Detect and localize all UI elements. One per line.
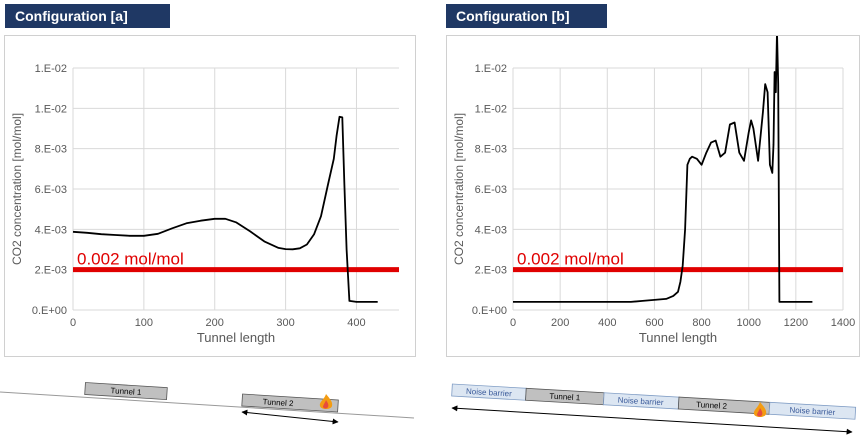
x-tick-label: 1000 [736, 317, 760, 329]
x-tick-label: 0 [70, 317, 76, 329]
series-line [72, 115, 378, 303]
y-axis-label: CO2 concentration [mol/mol] [10, 113, 24, 265]
y-tick-label: 0.E+00 [32, 305, 67, 317]
y-tick-label: 2.E-03 [475, 265, 507, 277]
x-tick-label: 600 [645, 317, 663, 329]
x-tick-label: 0 [510, 317, 516, 329]
y-tick-label: 1.E-02 [35, 103, 67, 115]
x-axis-label: Tunnel length [639, 330, 717, 345]
x-tick-label: 1400 [831, 317, 855, 329]
series-line [513, 30, 813, 303]
length-arrow-a [241, 409, 339, 425]
threshold-label: 0.002 mol/mol [77, 250, 184, 269]
x-tick-label: 800 [692, 317, 710, 329]
y-tick-label: 1.E-02 [35, 63, 67, 75]
x-tick-label: 400 [347, 317, 365, 329]
chart-panel-b: 0.E+00 2.E-03 4.E-03 6.E-03 8.E-03 1.E-02 1.E-… [446, 30, 860, 357]
threshold-label: 0.002 mol/mol [517, 250, 624, 269]
tunnel-1-label: Tunnel 1 [110, 386, 142, 397]
y-tick-label: 6.E-03 [475, 184, 507, 196]
y-tick-label: 8.E-03 [35, 144, 67, 156]
x-tick-label: 300 [276, 317, 294, 329]
schematic-a: Tunnel 1 Tunnel 2 [0, 382, 415, 425]
tunnel-2-block: Tunnel 2 [241, 393, 339, 413]
x-tick-label: 200 [206, 317, 224, 329]
y-tick-label: 6.E-03 [35, 184, 67, 196]
road-line [0, 391, 415, 419]
y-tick-label: 1.E-02 [475, 103, 507, 115]
x-tick-label: 1200 [784, 317, 808, 329]
config-b-title: Configuration [b] [446, 4, 607, 28]
chart-b: 0.E+00 2.E-03 4.E-03 6.E-03 8.E-03 1.E-02 1.E-… [452, 30, 855, 345]
x-tick-label: 400 [598, 317, 616, 329]
y-axis-label: CO2 concentration [mol/mol] [452, 113, 466, 265]
chart-a: 0.E+00 2.E-03 4.E-03 6.E-03 8.E-03 1.E-02 1.E-… [10, 63, 399, 345]
chart-panel-a: 0.E+00 2.E-03 4.E-03 6.E-03 8.E-03 1.E-02 1.E-… [4, 35, 416, 357]
fire-icon [319, 394, 333, 409]
tunnel-1-block: Tunnel 1 [84, 382, 168, 401]
x-tick-label: 100 [135, 317, 153, 329]
tunnel-2-label: Tunnel 2 [262, 397, 294, 408]
y-tick-label: 4.E-03 [35, 224, 67, 236]
y-tick-label: 4.E-03 [475, 224, 507, 236]
y-tick-label: 8.E-03 [475, 144, 507, 156]
y-tick-label: 0.E+00 [472, 305, 507, 317]
x-axis-label: Tunnel length [197, 330, 275, 345]
config-a-title: Configuration [a] [5, 4, 170, 28]
y-tick-label: 2.E-03 [35, 265, 67, 277]
y-tick-label: 1.E-02 [475, 63, 507, 75]
x-tick-label: 200 [551, 317, 569, 329]
